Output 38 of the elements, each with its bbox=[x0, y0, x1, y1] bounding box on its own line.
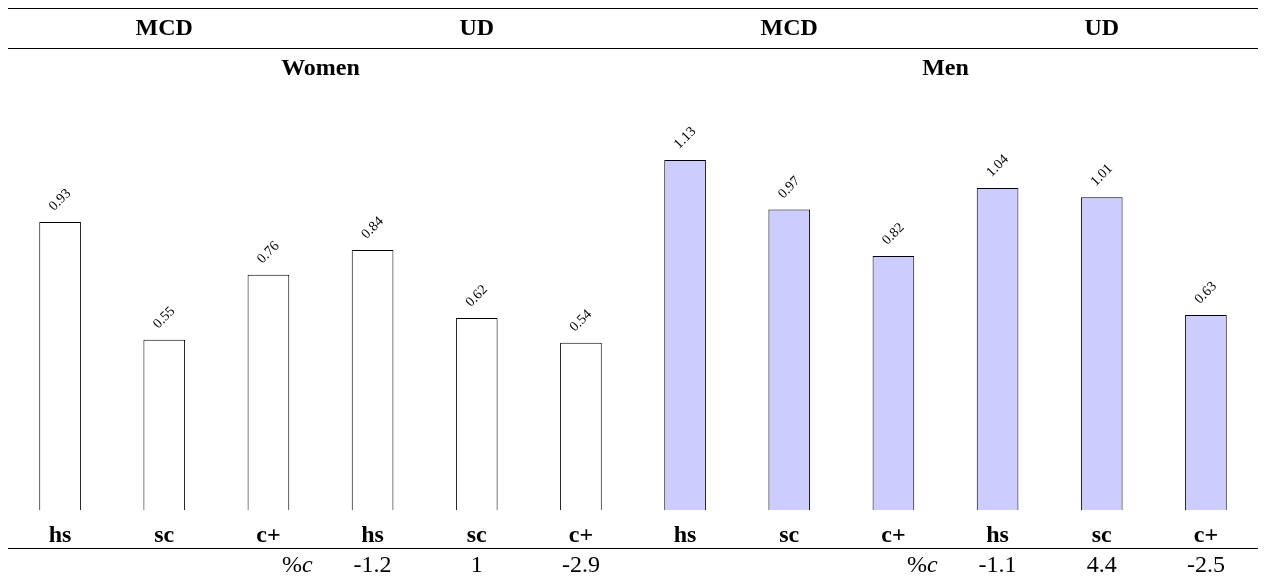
text: Men bbox=[922, 54, 969, 81]
text: UD bbox=[459, 14, 495, 41]
x-tick-label: c+ bbox=[881, 520, 906, 547]
text: MCD bbox=[135, 14, 193, 41]
text: 4.4 bbox=[1086, 551, 1117, 578]
data-label: 0.63 bbox=[1191, 278, 1220, 307]
data-label: 1.04 bbox=[983, 151, 1011, 180]
x-tick-label: hs bbox=[48, 520, 72, 547]
data-label: 0.62 bbox=[462, 281, 491, 310]
text: 1 bbox=[470, 551, 483, 578]
text: -1.2 bbox=[353, 551, 392, 578]
x-tick-label: c+ bbox=[256, 520, 281, 547]
text: MCD bbox=[760, 14, 818, 41]
data-label: 0.97 bbox=[774, 173, 803, 201]
x-tick-label: c+ bbox=[568, 520, 594, 547]
x-tick-label: c+ bbox=[1193, 520, 1219, 547]
x-tick-label: hs bbox=[673, 520, 697, 547]
text: UD bbox=[1084, 14, 1120, 41]
data-label: 0.55 bbox=[149, 303, 178, 332]
x-tick-label: sc bbox=[779, 520, 800, 547]
data-label: 1.01 bbox=[1087, 160, 1116, 189]
text: -2.9 bbox=[561, 551, 600, 578]
data-label: 0.93 bbox=[45, 185, 74, 214]
data-label: 0.82 bbox=[878, 219, 907, 248]
text: -2.5 bbox=[1186, 551, 1225, 578]
text: -1.1 bbox=[978, 551, 1017, 578]
text: Women bbox=[281, 54, 360, 81]
data-label: 0.76 bbox=[253, 238, 282, 267]
x-tick-label: hs bbox=[361, 520, 384, 547]
data-label: 0.84 bbox=[358, 213, 386, 242]
text: %c bbox=[906, 551, 938, 578]
data-label: 1.13 bbox=[670, 123, 699, 152]
x-tick-label: sc bbox=[1091, 520, 1113, 547]
x-tick-label: sc bbox=[466, 520, 488, 547]
x-tick-label: hs bbox=[986, 520, 1009, 547]
x-tick-label: sc bbox=[154, 520, 175, 547]
text: %c bbox=[281, 551, 313, 578]
data-label: 0.54 bbox=[566, 306, 595, 335]
